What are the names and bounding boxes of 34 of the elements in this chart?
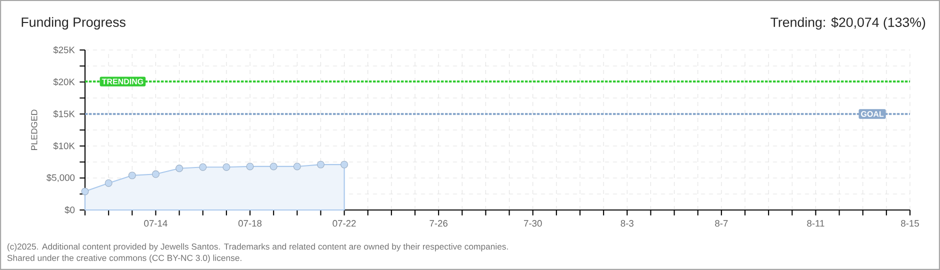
point [340, 160, 348, 168]
ref-line-label: GOAL [861, 111, 884, 117]
point [270, 162, 278, 170]
point [152, 170, 160, 178]
point [128, 172, 136, 180]
text: Trending: $20,074 (133%) [770, 17, 926, 30]
x-tick-label: 8-3 [620, 220, 634, 227]
y-tick-label: $20K [53, 78, 75, 86]
point [246, 162, 254, 170]
x-tick-label: 07-22 [332, 220, 356, 227]
point [176, 164, 184, 172]
x-tick-label: 7-30 [524, 220, 542, 227]
x-tick-label: 7-26 [430, 220, 448, 227]
x-tick-label: 8-11 [807, 220, 824, 227]
point [293, 162, 301, 170]
point [81, 188, 89, 196]
point [316, 160, 324, 168]
point [222, 163, 230, 171]
chart-title: Funding Progress [22, 17, 126, 30]
y-tick-label: $15K [53, 110, 75, 118]
y-tick-label: $5,000 [46, 174, 75, 182]
text: Shared under the creative commons (CC BY-NC 3.0) license. [7, 254, 242, 263]
x-tick-label: 8-15 [901, 220, 919, 227]
y-tick-label: $25K [53, 46, 75, 54]
y-tick-label: $0 [64, 206, 75, 214]
y-axis-title: PLEDGED [31, 110, 38, 150]
point [199, 163, 207, 171]
x-tick-label: 07-18 [238, 220, 262, 227]
point [104, 179, 112, 187]
x-tick-label: 8-7 [715, 220, 728, 227]
text: (c)2025. Additional content provided by Jewells Santos. Trademarks and related content are owned by their respective companies. [7, 243, 508, 252]
x-tick-label: 07-14 [144, 220, 168, 227]
y-tick-label: $10K [53, 142, 75, 150]
ref-line-label: TRENDING [102, 78, 144, 84]
